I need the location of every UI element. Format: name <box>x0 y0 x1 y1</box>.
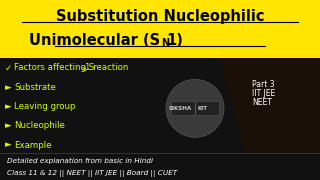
Text: Substitution Nucleophilic: Substitution Nucleophilic <box>56 9 264 24</box>
Text: Unimolecular (S: Unimolecular (S <box>29 33 160 48</box>
Text: N: N <box>161 38 169 48</box>
Bar <box>0 0 320 58</box>
Text: ►: ► <box>5 141 12 150</box>
Bar <box>0 58 320 153</box>
Polygon shape <box>220 58 320 153</box>
Text: IIT JEE: IIT JEE <box>252 89 275 98</box>
Text: ►: ► <box>5 121 12 130</box>
Text: ►: ► <box>5 102 12 111</box>
Text: Nucleophile: Nucleophile <box>14 121 65 130</box>
Circle shape <box>166 79 224 137</box>
Text: 1 reaction: 1 reaction <box>85 64 129 73</box>
Bar <box>0 153 320 180</box>
Text: Example: Example <box>14 141 52 150</box>
Bar <box>171 101 219 115</box>
Text: ✓: ✓ <box>5 64 12 73</box>
Text: ►: ► <box>5 83 12 92</box>
Text: 1): 1) <box>166 33 183 48</box>
Text: Leaving group: Leaving group <box>14 102 76 111</box>
Text: NEET: NEET <box>252 98 272 107</box>
Text: SIKSHA: SIKSHA <box>169 106 192 111</box>
Text: Detailed explanation from basic in Hindi: Detailed explanation from basic in Hindi <box>7 158 153 164</box>
Text: Part 3: Part 3 <box>252 80 275 89</box>
Text: Class 11 & 12 || NEET || IIT JEE || Board || CUET: Class 11 & 12 || NEET || IIT JEE || Boar… <box>7 170 177 177</box>
Text: KIT: KIT <box>198 106 208 111</box>
Text: N: N <box>81 67 85 72</box>
Text: Substrate: Substrate <box>14 83 56 92</box>
Text: Factors affecting S: Factors affecting S <box>14 64 94 73</box>
